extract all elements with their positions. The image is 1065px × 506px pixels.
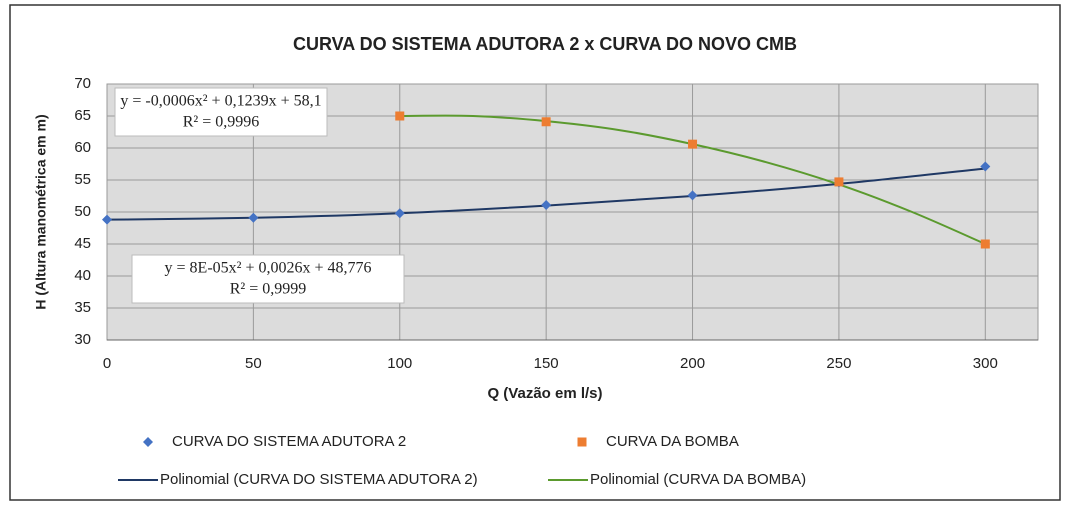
legend-label: Polinomial (CURVA DA BOMBA): [590, 471, 806, 488]
annotation-box: [131, 254, 405, 304]
data-point: [980, 239, 990, 249]
trend-r2: R² = 0,9999: [230, 281, 307, 298]
y-tick-label: 50: [74, 203, 91, 220]
legend-marker: [577, 437, 587, 447]
x-tick-label: 300: [973, 355, 998, 372]
annotation-box: [114, 87, 328, 137]
trend-equation: y = -0,0006x² + 0,1239x + 58,1: [120, 93, 321, 110]
y-tick-label: 70: [74, 75, 91, 92]
y-tick-label: 60: [74, 139, 91, 156]
data-point: [687, 190, 698, 201]
data-point: [688, 139, 698, 149]
y-tick-label: 35: [74, 299, 91, 316]
y-tick-label: 30: [74, 331, 91, 348]
data-point: [834, 177, 844, 187]
x-tick-label: 250: [826, 355, 851, 372]
legend-label: CURVA DA BOMBA: [606, 433, 739, 450]
legend-marker: [143, 437, 153, 447]
y-tick-label: 65: [74, 107, 91, 124]
data-point: [980, 161, 991, 172]
x-axis-title: Q (Vazão em l/s): [487, 385, 602, 402]
chart-title: CURVA DO SISTEMA ADUTORA 2 x CURVA DO NO…: [293, 34, 797, 54]
trend-equation: y = 8E-05x² + 0,0026x + 48,776: [165, 260, 372, 277]
data-point: [248, 212, 259, 223]
data-point: [102, 214, 112, 225]
x-tick-label: 0: [103, 355, 111, 372]
y-tick-label: 40: [74, 267, 91, 284]
legend-label: CURVA DO SISTEMA ADUTORA 2: [172, 433, 406, 450]
y-axis-title: H (Altura manométrica em m): [33, 114, 49, 309]
y-tick-label: 55: [74, 171, 91, 188]
trend-r2: R² = 0,9996: [183, 114, 260, 131]
data-point: [394, 208, 405, 219]
legend-label: Polinomial (CURVA DO SISTEMA ADUTORA 2): [160, 471, 478, 488]
x-tick-label: 50: [245, 355, 262, 372]
y-tick-label: 45: [74, 235, 91, 252]
data-point: [541, 117, 551, 127]
data-point: [541, 199, 552, 210]
x-tick-label: 100: [387, 355, 412, 372]
x-tick-label: 150: [534, 355, 559, 372]
data-point: [395, 111, 405, 121]
x-tick-label: 200: [680, 355, 705, 372]
